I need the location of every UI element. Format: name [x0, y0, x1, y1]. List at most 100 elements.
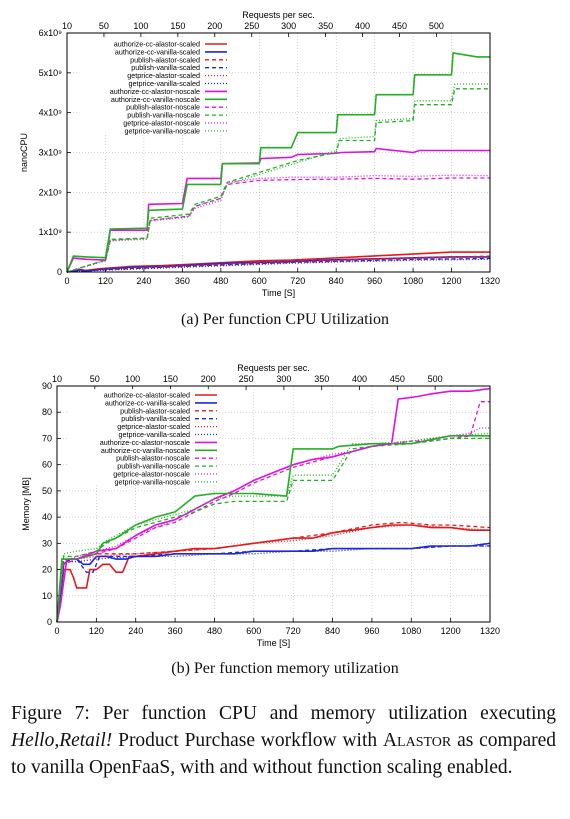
legend-bg — [68, 420, 218, 429]
y-tick-label: 50 — [42, 486, 52, 496]
series-line-authorize-cc-alastor-scaled — [56, 524, 490, 623]
x-tick-label: 240 — [128, 626, 143, 636]
series-line-authorize-cc-vanilla-scaled — [56, 542, 491, 623]
x2-tick-label: 200 — [201, 374, 216, 384]
legend-label: getprice-vanilla-scaled — [128, 79, 200, 88]
x-tick-label: 960 — [364, 626, 379, 636]
legend-label: authorize-cc-alastor-scaled — [104, 391, 190, 400]
x-tick-label: 480 — [213, 276, 228, 286]
y-axis-label: nanoCPU — [19, 133, 29, 172]
y-axis-label: Memory [MB] — [21, 477, 31, 531]
y-tick-label: 30 — [42, 538, 52, 548]
x-tick-label: 600 — [246, 626, 261, 636]
legend-label: getprice-alastor-scaled — [127, 71, 200, 80]
y-tick-label: 4x10⁹ — [39, 108, 63, 118]
legend-label: authorize-cc-vanilla-scaled — [115, 47, 200, 56]
legend-label: publish-vanilla-scaled — [121, 414, 190, 423]
legend-label: getprice-vanilla-noscale — [114, 477, 190, 486]
x2-tick-label: 400 — [352, 374, 367, 384]
legend-bg — [78, 117, 228, 125]
x2-tick-label: 10 — [52, 374, 62, 384]
y-tick-label: 2x10⁹ — [39, 187, 63, 197]
y-tick-label: 0 — [47, 617, 52, 627]
legend-bg — [68, 389, 218, 397]
x-tick-label: 120 — [98, 276, 113, 286]
legend-bg — [78, 45, 228, 54]
plot-frame — [66, 32, 491, 273]
y-tick-label: 60 — [42, 460, 52, 470]
x-tick-label: 0 — [54, 626, 59, 636]
legend-label: publish-alastor-noscale — [116, 454, 190, 463]
legend-bg — [78, 85, 228, 94]
x2-axis-label: Requests per sec. — [242, 10, 315, 20]
x2-tick-label: 100 — [133, 21, 148, 31]
legend-label: publish-vanilla-noscale — [117, 462, 190, 471]
figure-caption-italic: Hello,Retail! — [11, 730, 113, 751]
figure-caption-text-1: Per function CPU and memory utilization … — [102, 703, 556, 724]
x-tick-label: 360 — [168, 626, 183, 636]
legend-bg — [68, 404, 218, 413]
y-tick-label: 6x10⁹ — [39, 28, 63, 38]
x2-tick-label: 150 — [170, 21, 185, 31]
x2-tick-label: 50 — [90, 374, 100, 384]
series-line-publish-vanilla-scaled — [56, 545, 490, 623]
legend-label: publish-alastor-scaled — [120, 406, 190, 415]
legend-bg — [68, 468, 218, 476]
y-tick-label: 80 — [42, 407, 52, 417]
x-tick-label: 720 — [286, 626, 301, 636]
legend-label: getprice-vanilla-noscale — [124, 126, 200, 135]
x-tick-label: 240 — [136, 276, 151, 286]
legend-label: getprice-alastor-noscale — [113, 470, 190, 479]
x2-tick-label: 150 — [163, 374, 178, 384]
x2-tick-label: 500 — [428, 374, 443, 384]
legend-bg — [78, 53, 228, 62]
legend-label: authorize-cc-vanilla-noscale — [111, 95, 200, 104]
y-tick-label: 40 — [42, 512, 52, 522]
y-tick-label: 0 — [57, 267, 62, 277]
y-tick-label: 1x10⁹ — [39, 227, 63, 237]
y-tick-label: 10 — [42, 591, 52, 601]
x2-tick-label: 200 — [207, 21, 222, 31]
legend-bg — [68, 436, 218, 445]
x2-axis-label: Requests per sec. — [237, 363, 310, 373]
figure-caption-text-2: Product Purchase workflow with — [118, 730, 378, 751]
x-tick-label: 480 — [207, 626, 222, 636]
series-line-getprice-alastor-scaled — [56, 524, 491, 623]
x-tick-label: 360 — [175, 276, 190, 286]
legend-label: authorize-cc-alastor-noscale — [100, 438, 190, 447]
legend-label: authorize-cc-vanilla-scaled — [105, 398, 190, 407]
legend-label: publish-alastor-scaled — [130, 55, 200, 64]
legend-bg — [68, 475, 218, 484]
x-tick-label: 840 — [329, 276, 344, 286]
x2-tick-label: 50 — [99, 21, 109, 31]
series-line-authorize-cc-alastor-noscale — [56, 387, 491, 623]
x-axis-label: Time [S] — [257, 638, 290, 648]
x-tick-label: 1320 — [480, 626, 500, 636]
legend-label: getprice-alastor-scaled — [117, 422, 190, 431]
figure-caption-text-3: as compared to vanilla OpenFaaS, with an… — [11, 730, 557, 778]
legend-label: publish-vanilla-noscale — [127, 111, 200, 120]
legend-label: publish-vanilla-scaled — [131, 63, 200, 72]
x2-tick-label: 10 — [62, 21, 72, 31]
legend-bg — [78, 93, 228, 102]
x2-tick-label: 450 — [390, 374, 405, 384]
legend-label: publish-alastor-noscale — [126, 103, 200, 112]
x-tick-label: 1200 — [441, 626, 461, 636]
cpu-utilization-chart: 0 1x10⁹ 2x10⁹ 3x10⁹ 4x10⁹ 5x10⁹ 6x10⁹ 0 120 240 36… — [19, 10, 500, 298]
x2-tick-label: 300 — [276, 374, 291, 384]
legend-bg — [68, 452, 218, 461]
x2-tick-label: 350 — [314, 374, 329, 384]
y-tick-label: 70 — [42, 433, 52, 443]
y-tick-label: 90 — [42, 381, 52, 391]
legend-bg — [78, 101, 228, 110]
x-tick-label: 840 — [325, 626, 340, 636]
legend-bg — [78, 69, 228, 78]
x2-tick-label: 400 — [355, 21, 370, 31]
legend-bg — [78, 38, 228, 46]
y-tick-label: 3x10⁹ — [39, 148, 63, 158]
x2-tick-label: 300 — [281, 21, 296, 31]
x-tick-label: 120 — [89, 626, 104, 636]
x2-tick-label: 100 — [125, 374, 140, 384]
x-axis-label: Time [S] — [262, 288, 295, 298]
x2-tick-label: 500 — [429, 21, 444, 31]
